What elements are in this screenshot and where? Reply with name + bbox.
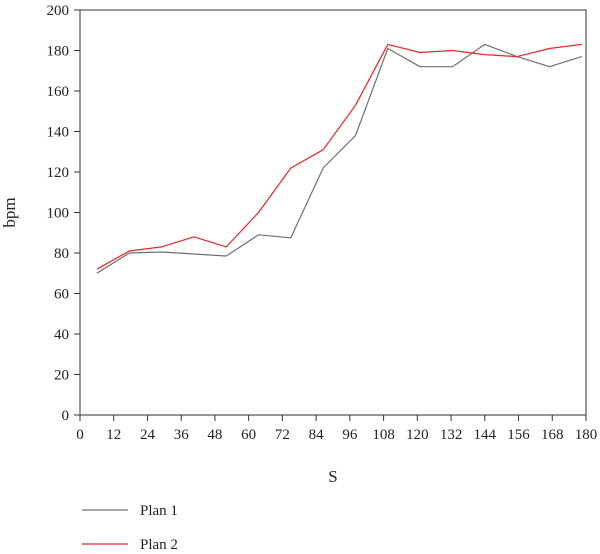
x-tick-label: 144 bbox=[474, 427, 497, 443]
x-tick-label: 48 bbox=[207, 427, 222, 443]
x-tick-label: 180 bbox=[575, 427, 598, 443]
x-tick-label: 12 bbox=[106, 427, 121, 443]
x-tick-label: 36 bbox=[174, 427, 190, 443]
y-tick-label: 180 bbox=[47, 44, 70, 60]
x-tick-label: 168 bbox=[541, 427, 564, 443]
series-line-2 bbox=[96, 43, 582, 270]
y-tick-label: 80 bbox=[54, 246, 69, 262]
y-axis-label: bpm bbox=[0, 197, 19, 227]
x-axis-ticks: 0 12 24 36 48 60 72 84 96 108 120 132 144 156 168 180 bbox=[76, 415, 597, 443]
x-tick-label: 24 bbox=[140, 427, 156, 443]
series-layer bbox=[96, 43, 582, 274]
y-tick-label: 120 bbox=[47, 165, 70, 181]
legend: Plan 1 Plan 2 bbox=[82, 503, 178, 553]
legend-label-1: Plan 1 bbox=[140, 503, 178, 519]
x-tick-label: 0 bbox=[76, 427, 84, 443]
y-tick-label: 20 bbox=[54, 368, 69, 384]
x-tick-label: 72 bbox=[275, 427, 290, 443]
plot-frame bbox=[79, 9, 587, 416]
x-axis-label: S bbox=[328, 467, 337, 486]
y-tick-label: 200 bbox=[47, 3, 70, 19]
y-tick-label: 60 bbox=[54, 287, 69, 303]
x-tick-label: 60 bbox=[241, 427, 256, 443]
x-tick-label: 156 bbox=[507, 427, 530, 443]
y-tick-label: 100 bbox=[47, 206, 70, 222]
x-tick-label: 120 bbox=[406, 427, 429, 443]
series-line-1 bbox=[96, 43, 582, 274]
y-tick-label: 160 bbox=[47, 84, 70, 100]
y-tick-label: 140 bbox=[47, 125, 70, 141]
x-tick-label: 96 bbox=[342, 427, 358, 443]
legend-label-2: Plan 2 bbox=[140, 537, 178, 553]
x-tick-label: 108 bbox=[372, 427, 395, 443]
y-axis-ticks: 0 20 40 60 80 100 120 140 160 180 200 bbox=[47, 3, 80, 424]
x-tick-label: 84 bbox=[309, 427, 325, 443]
y-tick-label: 40 bbox=[54, 327, 69, 343]
y-tick-label: 0 bbox=[62, 408, 70, 424]
x-tick-label: 132 bbox=[440, 427, 463, 443]
